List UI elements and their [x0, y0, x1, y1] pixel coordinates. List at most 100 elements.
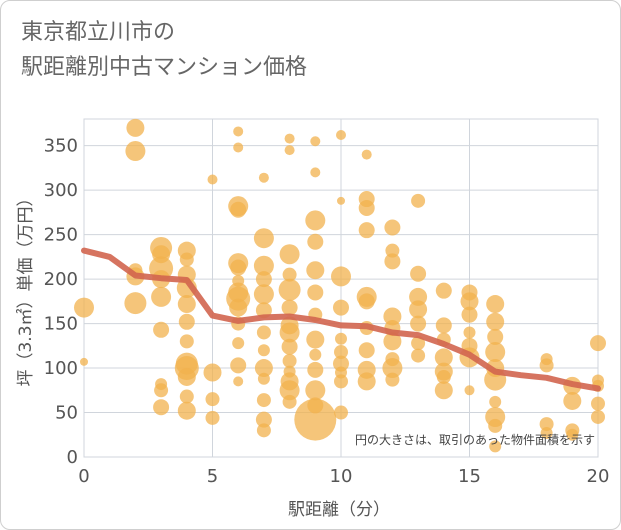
y-tick-label: 150: [44, 314, 78, 335]
data-bubble: [384, 253, 401, 270]
data-bubble: [282, 353, 297, 368]
data-bubble: [258, 172, 269, 183]
data-bubble: [230, 259, 247, 276]
data-bubble: [233, 142, 244, 153]
tick-labels: 0 50 100 150 200 250 300 350 0 5 10 15 20: [44, 136, 610, 487]
data-bubble: [205, 410, 220, 425]
data-bubble: [411, 193, 426, 208]
data-bubble: [151, 286, 172, 307]
data-bubble: [124, 292, 147, 315]
data-bubble: [179, 252, 194, 267]
data-bubble: [487, 328, 504, 345]
data-bubble: [358, 199, 375, 216]
data-bubble: [309, 348, 322, 361]
data-bubble: [256, 423, 271, 438]
data-bubble: [485, 342, 506, 363]
data-bubble: [358, 293, 375, 310]
data-bubble: [179, 334, 194, 349]
data-bubble: [384, 219, 401, 236]
data-bubble: [307, 233, 324, 250]
data-bubble: [358, 222, 375, 239]
data-bubble: [334, 374, 348, 389]
data-bubble: [207, 174, 218, 185]
data-bubble: [74, 297, 94, 318]
y-tick-label: 250: [44, 225, 78, 246]
data-bubble: [306, 261, 325, 280]
data-bubble: [436, 369, 451, 384]
x-tick-label: 10: [330, 466, 353, 487]
data-bubble: [255, 302, 272, 319]
data-bubble: [591, 409, 605, 424]
data-bubble: [435, 317, 452, 334]
data-bubble: [489, 440, 502, 453]
data-bubble: [411, 336, 426, 351]
data-bubble: [409, 300, 428, 319]
data-bubble: [539, 417, 554, 432]
data-bubble: [460, 292, 479, 311]
data-bubble: [153, 399, 170, 416]
data-bubble: [310, 167, 321, 178]
data-bubble: [284, 133, 295, 144]
data-bubble: [281, 338, 298, 355]
data-bubble: [409, 287, 428, 306]
data-bubble: [179, 389, 194, 404]
title-line-1: 東京都立川市の: [21, 20, 176, 45]
data-bubble: [486, 295, 505, 314]
data-bubble: [337, 196, 345, 205]
y-tick-label: 50: [55, 403, 78, 424]
data-bubble: [461, 306, 478, 323]
y-tick-label: 350: [44, 136, 78, 157]
data-bubble: [463, 326, 476, 339]
data-bubble: [335, 332, 347, 345]
data-bubble: [154, 383, 169, 398]
data-bubble: [358, 342, 375, 359]
data-bubble: [306, 330, 325, 349]
data-bubble: [257, 372, 270, 385]
data-bubble: [566, 428, 579, 441]
y-axis-title: 坪（3.3㎡）単価（万円）: [16, 189, 36, 386]
data-bubble: [310, 136, 321, 147]
data-bubble: [539, 358, 554, 373]
data-bubble: [178, 313, 195, 330]
data-bubble: [253, 255, 274, 276]
x-axis-title: 駅距離（分）: [288, 500, 390, 520]
data-bubble: [333, 355, 349, 372]
data-bubble: [177, 367, 196, 386]
data-bubble: [253, 228, 274, 249]
data-bubble: [357, 372, 376, 391]
data-bubble: [361, 149, 372, 160]
x-tick-label: 5: [207, 466, 218, 487]
data-bubble: [540, 426, 553, 439]
data-bubble: [203, 363, 222, 382]
data-bubble: [282, 267, 297, 282]
data-bubble: [383, 332, 402, 351]
data-bubble: [410, 265, 427, 282]
data-bubble: [334, 345, 348, 360]
data-bubble: [205, 392, 220, 407]
x-tick-label: 0: [78, 466, 89, 487]
data-bubble: [434, 381, 453, 400]
data-bubble: [281, 299, 298, 316]
data-bubble: [230, 201, 247, 218]
data-bubble: [331, 266, 351, 287]
y-tick-label: 300: [44, 180, 78, 201]
data-bubble: [177, 295, 196, 314]
data-bubble: [279, 322, 300, 343]
data-bubble: [255, 271, 272, 288]
data-bubble: [591, 396, 605, 411]
y-tick-label: 200: [44, 269, 78, 290]
data-bubble: [279, 380, 300, 401]
y-tick-label: 100: [44, 358, 78, 379]
data-bubble: [233, 126, 244, 137]
data-bubble: [590, 335, 606, 352]
trend-line: [81, 247, 601, 392]
data-bubble: [305, 210, 326, 231]
data-bubble: [336, 130, 346, 141]
data-bubble: [383, 307, 402, 326]
data-bubble: [382, 358, 403, 379]
data-bubble: [486, 312, 505, 331]
size-annotation: 円の大きさは、取引のあった物件面積を示す: [355, 432, 595, 447]
data-bubble: [333, 299, 349, 316]
